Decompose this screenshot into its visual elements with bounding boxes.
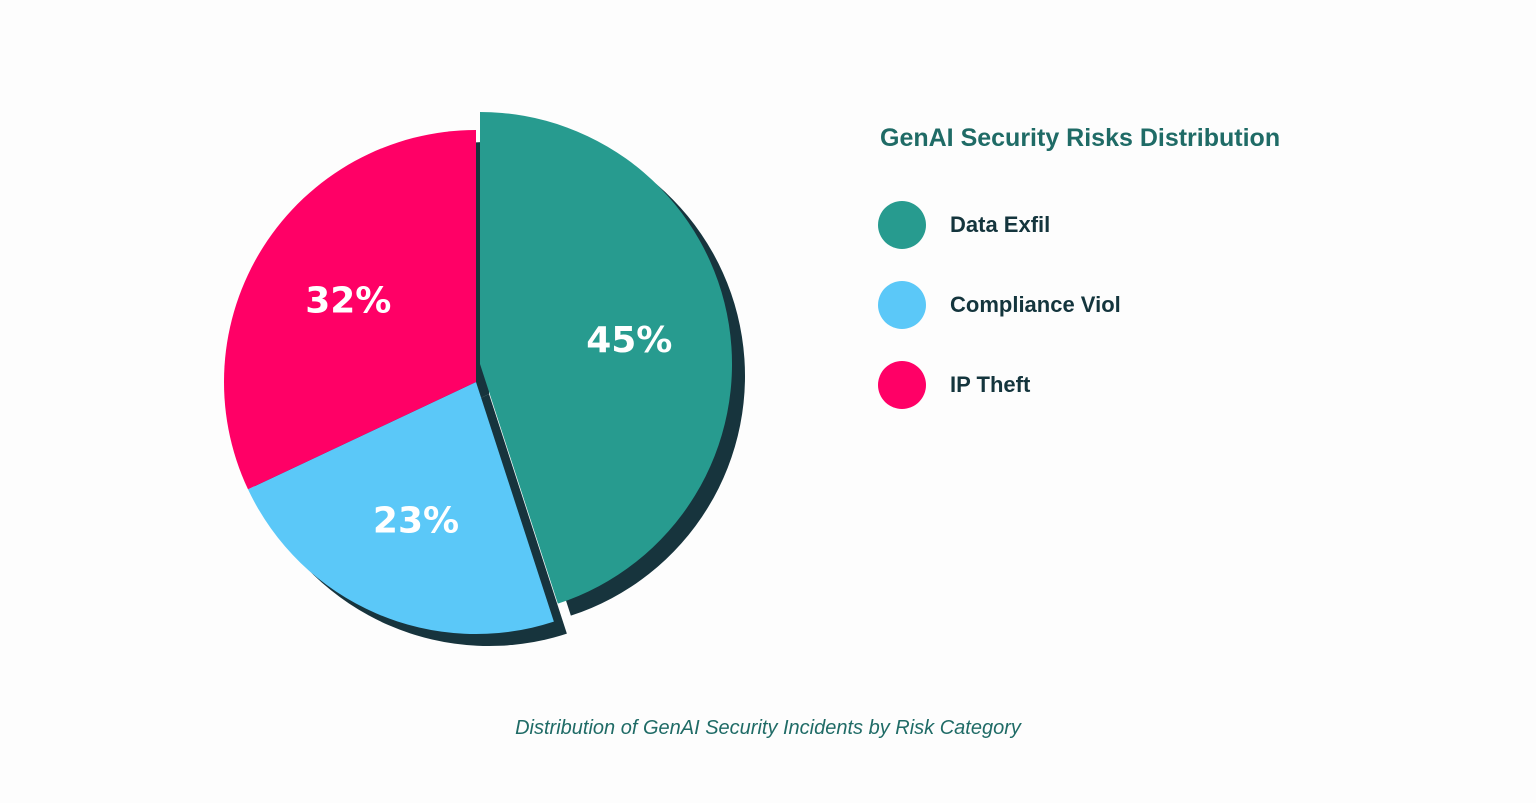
legend-title: GenAI Security Risks Distribution xyxy=(880,124,1281,152)
legend-item-data-exfil: Data Exfil xyxy=(878,200,1438,250)
legend-label-data-exfil: Data Exfil xyxy=(950,212,1051,237)
chart-caption: Distribution of GenAI Security Incidents… xyxy=(515,717,1021,739)
legend-label-compliance-viol: Compliance Viol xyxy=(950,292,1121,317)
pie-chart: 45% 23% 32% xyxy=(223,111,746,647)
pie-slice-compliance-viol xyxy=(247,382,554,635)
pie-slice-data-exfil xyxy=(480,111,733,604)
pie-slice-ip-theft xyxy=(223,129,476,490)
slice-label-ip-theft: 32% xyxy=(305,281,391,322)
legend-swatch-data-exfil xyxy=(878,201,926,249)
legend-label-ip-theft: IP Theft xyxy=(950,372,1031,397)
legend-swatch-compliance-viol xyxy=(878,281,926,329)
slice-label-data-exfil: 45% xyxy=(586,320,672,361)
chart-legend: GenAI Security Risks Distribution Data E… xyxy=(878,124,1438,440)
legend-swatch-ip-theft xyxy=(878,361,926,409)
legend-item-ip-theft: IP Theft xyxy=(878,360,1438,410)
slice-label-compliance-viol: 23% xyxy=(373,500,459,541)
legend-item-compliance-viol: Compliance Viol xyxy=(878,280,1438,330)
